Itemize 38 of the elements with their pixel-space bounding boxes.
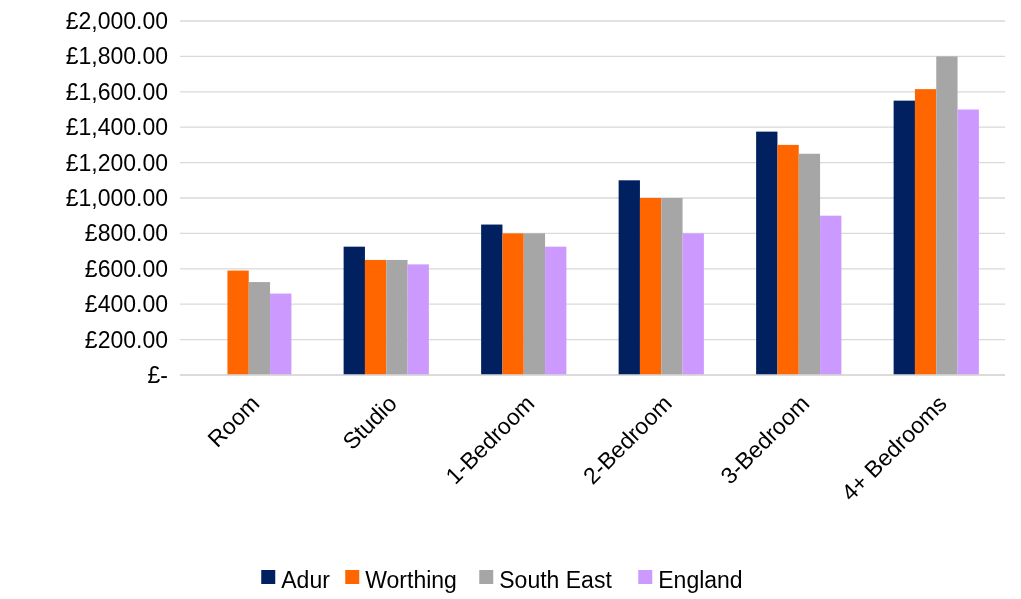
bar [481,224,503,375]
bar [639,198,662,375]
bar [957,109,979,375]
bar [777,144,799,375]
bar [343,246,365,375]
bar [270,293,292,375]
bar [914,89,937,375]
bar [386,259,408,375]
y-tick-label: £- [147,362,168,389]
y-tick-label: £2,000.00 [65,8,168,35]
bar [682,233,704,375]
bar [407,264,429,375]
y-tick-label: £1,200.00 [65,149,168,176]
bar [661,198,683,375]
y-tick-label: £1,400.00 [65,114,168,141]
bar [893,100,915,375]
bar [545,246,567,375]
legend-label: Adur [281,567,331,594]
bar [227,270,249,375]
y-tick-label: £600.00 [84,255,168,282]
bar [936,56,958,375]
bar [248,282,271,375]
y-tick-label: £200.00 [84,326,168,353]
bar [820,215,842,375]
bar [798,153,821,375]
y-tick-label: £400.00 [84,291,168,318]
y-tick-label: £1,600.00 [65,78,168,105]
y-tick-label: £1,800.00 [65,43,168,70]
y-tick-label: £1,000.00 [65,185,168,212]
bar [756,131,778,375]
bar [502,233,524,375]
bar [523,233,546,375]
legend-label: Worthing [365,567,457,594]
bar [364,259,387,375]
legend-label: England [658,567,743,594]
y-tick-label: £800.00 [84,220,168,247]
bar [618,180,640,375]
legend-label: South East [499,567,613,594]
